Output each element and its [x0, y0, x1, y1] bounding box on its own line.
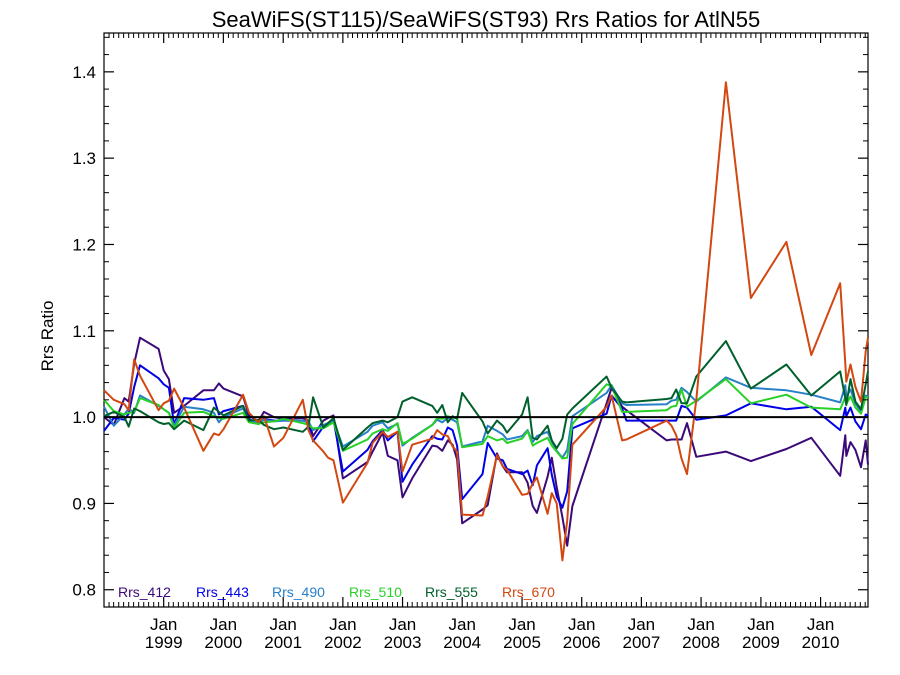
- x-tick-label-year: 2009: [742, 633, 780, 652]
- legend-item-rrs-555: Rrs_555: [425, 584, 478, 600]
- x-tick-label-month: Jan: [687, 615, 714, 634]
- x-tick-label-year: 2000: [204, 633, 242, 652]
- x-tick-label-month: Jan: [628, 615, 655, 634]
- x-tick-label-year: 2004: [443, 633, 481, 652]
- x-tick-label-year: 2003: [384, 633, 422, 652]
- plot-area: 0.80.91.01.11.21.31.4 Jan1999Jan2000Jan2…: [72, 32, 869, 652]
- legend-item-rrs-443: Rrs_443: [196, 584, 249, 600]
- x-tick-label-month: Jan: [329, 615, 356, 634]
- x-tick-label-month: Jan: [568, 615, 595, 634]
- x-tick-label-year: 2007: [622, 633, 660, 652]
- x-tick-label-month: Jan: [150, 615, 177, 634]
- series-line-rrs-490: [103, 376, 869, 459]
- x-axis: Jan1999Jan2000Jan2001Jan2002Jan2003Jan20…: [108, 33, 866, 652]
- y-tick-label: 1.3: [72, 149, 96, 168]
- legend-item-rrs-412: Rrs_412: [118, 584, 171, 600]
- x-tick-label-year: 2006: [563, 633, 601, 652]
- x-tick-label-month: Jan: [210, 615, 237, 634]
- y-tick-label: 1.4: [72, 63, 96, 82]
- legend-item-rrs-490: Rrs_490: [272, 584, 325, 600]
- legend-item-rrs-510: Rrs_510: [349, 584, 402, 600]
- y-tick-label: 1.1: [72, 322, 96, 341]
- x-tick-label-year: 2008: [682, 633, 720, 652]
- legend-item-rrs-670: Rrs_670: [502, 584, 555, 600]
- y-axis: 0.8 0.9 1.0 1.1 1.2 1.3 1.4: [72, 36, 868, 608]
- x-tick-label-month: Jan: [449, 615, 476, 634]
- y-axis-label: Rrs Ratio: [38, 301, 57, 372]
- x-tick-label-year: 2001: [264, 633, 302, 652]
- x-tick-label-month: Jan: [807, 615, 834, 634]
- y-tick-label: 0.9: [72, 494, 96, 513]
- y-tick-label: 1.0: [72, 408, 96, 427]
- series-group: [103, 81, 869, 562]
- chart-title: SeaWiFS(ST115)/SeaWiFS(ST93) Rrs Ratios …: [212, 7, 761, 32]
- x-tick-label-year: 2002: [324, 633, 362, 652]
- y-tick-label: 0.8: [72, 581, 96, 600]
- plot-frame: [103, 32, 869, 608]
- legend: Rrs_412 Rrs_443 Rrs_490 Rrs_510 Rrs_555 Rrs_6…: [118, 584, 555, 600]
- x-tick-label-month: Jan: [389, 615, 416, 634]
- x-tick-label-month: Jan: [508, 615, 535, 634]
- x-tick-label-month: Jan: [747, 615, 774, 634]
- x-tick-label-month: Jan: [269, 615, 296, 634]
- x-tick-label-year: 2005: [503, 633, 541, 652]
- series-line-rrs-670: [103, 81, 869, 562]
- x-tick-label-year: 2010: [802, 633, 840, 652]
- y-tick-label: 1.2: [72, 235, 96, 254]
- x-tick-label-year: 1999: [145, 633, 183, 652]
- series-line-rrs-412: [103, 336, 869, 547]
- series-line-rrs-510: [103, 378, 868, 460]
